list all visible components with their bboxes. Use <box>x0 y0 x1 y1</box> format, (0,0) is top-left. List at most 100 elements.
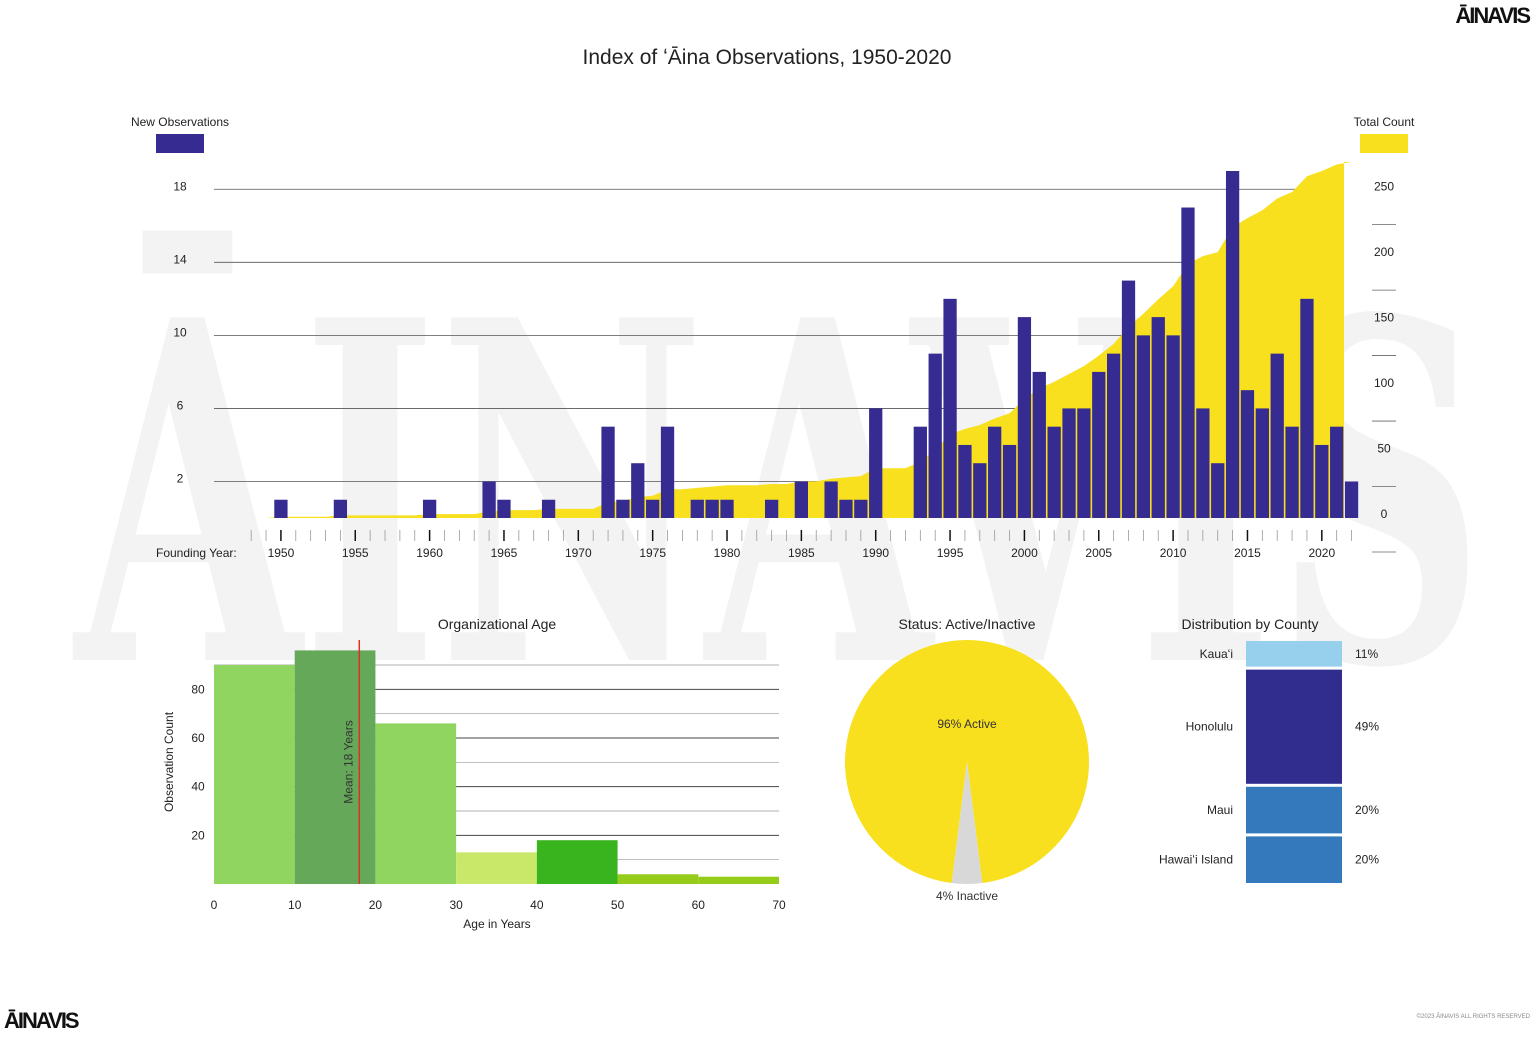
hist-bar <box>698 876 779 884</box>
x-tick-label: 1960 <box>416 546 443 560</box>
new-observations-bar <box>1047 426 1061 518</box>
copyright: ©2023 ĀINAVIS ALL RIGHTS RESERVED <box>1417 1013 1531 1020</box>
new-observations-bar <box>1092 371 1106 518</box>
new-observations-bar <box>1300 298 1314 518</box>
x-tick-label: 1970 <box>565 546 592 560</box>
new-observations-bar <box>988 426 1002 518</box>
hist-bar <box>214 665 295 884</box>
hist-y-tick-label: 20 <box>191 828 205 842</box>
x-tick-label: 1980 <box>714 546 741 560</box>
new-observations-bar <box>869 408 883 518</box>
y-left-tick-label: 14 <box>173 252 187 266</box>
county-label: Hawaiʻi Island <box>1159 853 1233 867</box>
y-left-tick-label: 2 <box>177 471 184 485</box>
county-label: Kauaʻi <box>1200 647 1233 661</box>
hist-x-tick-label: 60 <box>692 898 706 912</box>
y-right-tick-label: 250 <box>1374 180 1394 194</box>
y-left-tick-label: 10 <box>173 325 187 339</box>
hist-y-tick-label: 80 <box>191 682 205 696</box>
county-value-label: 20% <box>1355 853 1379 867</box>
new-observations-bar <box>794 481 808 518</box>
hist-title: Organizational Age <box>438 616 557 632</box>
new-observations-bar <box>1062 408 1076 518</box>
hist-bar <box>294 650 376 884</box>
new-observations-bar <box>333 499 348 518</box>
x-tick-label: 2000 <box>1011 546 1038 560</box>
hist-bar <box>536 840 618 884</box>
hist-x-tick-label: 10 <box>288 898 302 912</box>
x-tick-label: 2005 <box>1085 546 1112 560</box>
new-observations-bars <box>274 171 1359 519</box>
y-right-tick-label: 200 <box>1374 245 1394 259</box>
county-segment <box>1246 786 1342 834</box>
pie-title: Status: Active/Inactive <box>899 616 1036 632</box>
new-observations-bar <box>660 426 675 518</box>
new-observations-bar <box>601 426 615 518</box>
new-observations-bar <box>1211 463 1225 518</box>
x-tick-label: 1990 <box>862 546 889 560</box>
hist-x-label: Age in Years <box>463 917 530 931</box>
county-segment <box>1246 641 1342 667</box>
new-observations-bar <box>1315 444 1329 518</box>
legend-right-label: Total Count <box>1354 115 1415 129</box>
new-observations-bar <box>274 499 288 518</box>
new-observations-bar <box>958 444 972 518</box>
hist-x-tick-label: 40 <box>530 898 544 912</box>
new-observations-bar <box>1002 444 1017 518</box>
new-observations-bar <box>1017 317 1032 518</box>
county-title: Distribution by County <box>1182 616 1319 632</box>
hist-bar <box>617 874 699 884</box>
county-label: Honolulu <box>1186 720 1233 734</box>
new-observations-bar <box>646 499 660 518</box>
y-left-tick-label: 18 <box>173 179 187 193</box>
y-right-tick-label: 50 <box>1377 442 1391 456</box>
new-observations-bar <box>1107 353 1121 518</box>
x-tick-label: 2020 <box>1308 546 1335 560</box>
hist-y-tick-label: 60 <box>191 731 205 745</box>
hist-x-tick-label: 20 <box>369 898 383 912</box>
new-observations-bar <box>839 499 853 518</box>
pie-label-active: 96% Active <box>937 717 997 731</box>
county-label: Maui <box>1207 803 1233 817</box>
new-observations-bar <box>631 463 645 518</box>
pie-slice-active <box>844 639 1089 884</box>
new-observations-bar <box>1032 371 1046 518</box>
hist-x-tick-label: 0 <box>211 898 218 912</box>
x-tick-label: 1985 <box>788 546 815 560</box>
legend-right-swatch <box>1360 134 1408 153</box>
pie-slice-inactive <box>951 762 983 884</box>
pie-label-inactive: 4% Inactive <box>936 889 998 903</box>
brand-logo-top: ĀINAVIS <box>1455 3 1531 28</box>
new-observations-bar <box>1151 317 1165 518</box>
brand-logo-bottom: ĀINAVIS <box>4 1008 80 1033</box>
new-observations-bar <box>1285 426 1299 518</box>
y-right-tick-label: 150 <box>1374 311 1394 325</box>
hist-bars <box>214 650 779 884</box>
legend-left-swatch <box>156 134 204 153</box>
new-observations-bar <box>764 499 779 518</box>
chart-title: Index of ʻĀina Observations, 1950-2020 <box>583 46 952 69</box>
new-observations-bar <box>705 499 719 518</box>
new-observations-bar <box>1240 390 1255 518</box>
new-observations-bar <box>824 481 838 518</box>
x-tick-label: 1965 <box>491 546 518 560</box>
new-observations-bar <box>541 499 556 518</box>
new-observations-bar <box>616 499 630 518</box>
new-observations-bar <box>1181 207 1195 519</box>
new-observations-bar <box>1077 408 1091 518</box>
county-stack: Kauaʻi 11% Honolulu 49% Maui 20% Hawaiʻi Islan… <box>1159 641 1379 883</box>
new-observations-bar <box>482 481 496 518</box>
mean-label: Mean: 18 Years <box>341 720 355 803</box>
new-observations-bar <box>690 499 704 518</box>
new-observations-bar <box>1270 353 1284 518</box>
hist-y-label: Observation Count <box>162 711 176 812</box>
x-axis-label: Founding Year: <box>156 546 237 560</box>
legend-left-label: New Observations <box>131 115 229 129</box>
x-tick-label: 2015 <box>1234 546 1261 560</box>
y-left-tick-label: 6 <box>177 398 184 412</box>
county-segment <box>1246 669 1342 784</box>
hist-x-tick-label: 50 <box>611 898 625 912</box>
new-observations-bar <box>1166 335 1180 518</box>
new-observations-bar <box>928 353 942 518</box>
